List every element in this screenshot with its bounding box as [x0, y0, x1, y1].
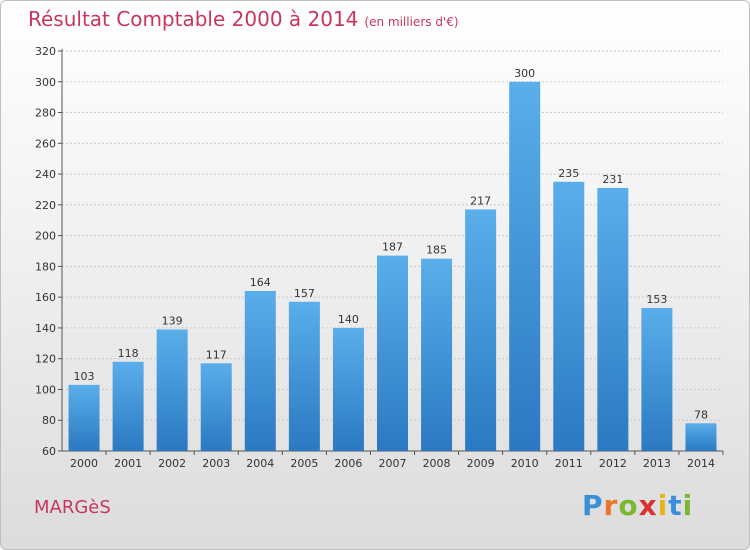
x-tick-label: 2001 [114, 457, 142, 470]
commune-name: MARGèS [34, 497, 111, 518]
y-tick-label: 260 [35, 137, 56, 150]
x-tick-label: 2011 [555, 457, 583, 470]
bar [685, 423, 717, 451]
y-tick-label: 320 [35, 45, 56, 58]
x-tick-label: 2009 [467, 457, 495, 470]
y-tick-label: 200 [35, 230, 56, 243]
y-tick-label: 60 [42, 445, 56, 458]
x-tick-label: 2013 [643, 457, 671, 470]
x-tick-label: 2003 [202, 457, 230, 470]
bar [288, 301, 320, 451]
data-label: 235 [558, 167, 579, 180]
x-tick-label: 2010 [511, 457, 539, 470]
data-label: 117 [206, 348, 227, 361]
y-tick-label: 220 [35, 199, 56, 212]
chart-title-text: Résultat Comptable 2000 à 2014 [28, 7, 359, 31]
logo-letter: t [668, 489, 683, 522]
x-tick-label: 2002 [158, 457, 186, 470]
proxiti-logo: Proxiti [582, 489, 693, 522]
y-tick-label: 140 [35, 322, 56, 335]
x-tick-label: 2012 [599, 457, 627, 470]
bar [156, 329, 188, 451]
logo-letter: i [682, 489, 694, 522]
y-tick-label: 280 [35, 107, 56, 120]
logo-letter: x [638, 489, 658, 522]
data-label: 300 [514, 67, 535, 80]
bar [68, 384, 100, 451]
bar [509, 81, 541, 452]
x-tick-label: 2004 [246, 457, 274, 470]
y-tick-label: 120 [35, 353, 56, 366]
x-tick-label: 2007 [379, 457, 407, 470]
data-label: 185 [426, 244, 447, 257]
x-tick-label: 2014 [687, 457, 715, 470]
bar [200, 363, 232, 451]
bar [597, 187, 629, 451]
x-tick-label: 2000 [70, 457, 98, 470]
bar [553, 181, 585, 451]
data-label: 187 [382, 241, 403, 254]
logo-letter: i [657, 489, 669, 522]
y-tick-label: 180 [35, 260, 56, 273]
data-labels: 103 118 139 117 164 157 140 187 185 217 300 235 231 1… [74, 67, 708, 422]
logo-letter: r [603, 489, 619, 522]
bars [68, 81, 717, 452]
axes: 60 80 100 120 140 160 180 200 220 240 260 280 300 320… [35, 45, 724, 470]
data-label: 139 [162, 314, 183, 327]
data-label: 140 [338, 313, 359, 326]
bar [421, 258, 453, 451]
data-label: 118 [118, 347, 139, 360]
y-tick-label: 300 [35, 76, 56, 89]
bar [112, 361, 144, 451]
chart-subtitle: (en milliers d'€) [364, 15, 459, 29]
bar [377, 255, 408, 451]
data-label: 231 [602, 173, 623, 186]
data-label: 164 [250, 276, 271, 289]
bar [244, 291, 276, 451]
y-tick-label: 240 [35, 168, 56, 181]
chart-title: Résultat Comptable 2000 à 2014 (en millie… [28, 7, 459, 31]
logo-letter: P [582, 489, 604, 522]
logo-letter: o [618, 489, 639, 522]
x-tick-label: 2005 [290, 457, 318, 470]
bar [641, 307, 673, 451]
bar [465, 209, 497, 451]
data-label: 78 [694, 408, 708, 421]
y-tick-label: 160 [35, 291, 56, 304]
data-label: 157 [294, 287, 315, 300]
y-tick-label: 80 [42, 414, 56, 427]
x-tick-label: 2008 [423, 457, 451, 470]
x-tick-label: 2006 [334, 457, 362, 470]
y-tick-label: 100 [35, 383, 56, 396]
data-label: 103 [74, 370, 95, 383]
data-label: 217 [470, 194, 491, 207]
data-label: 153 [646, 293, 667, 306]
bar [332, 327, 364, 451]
